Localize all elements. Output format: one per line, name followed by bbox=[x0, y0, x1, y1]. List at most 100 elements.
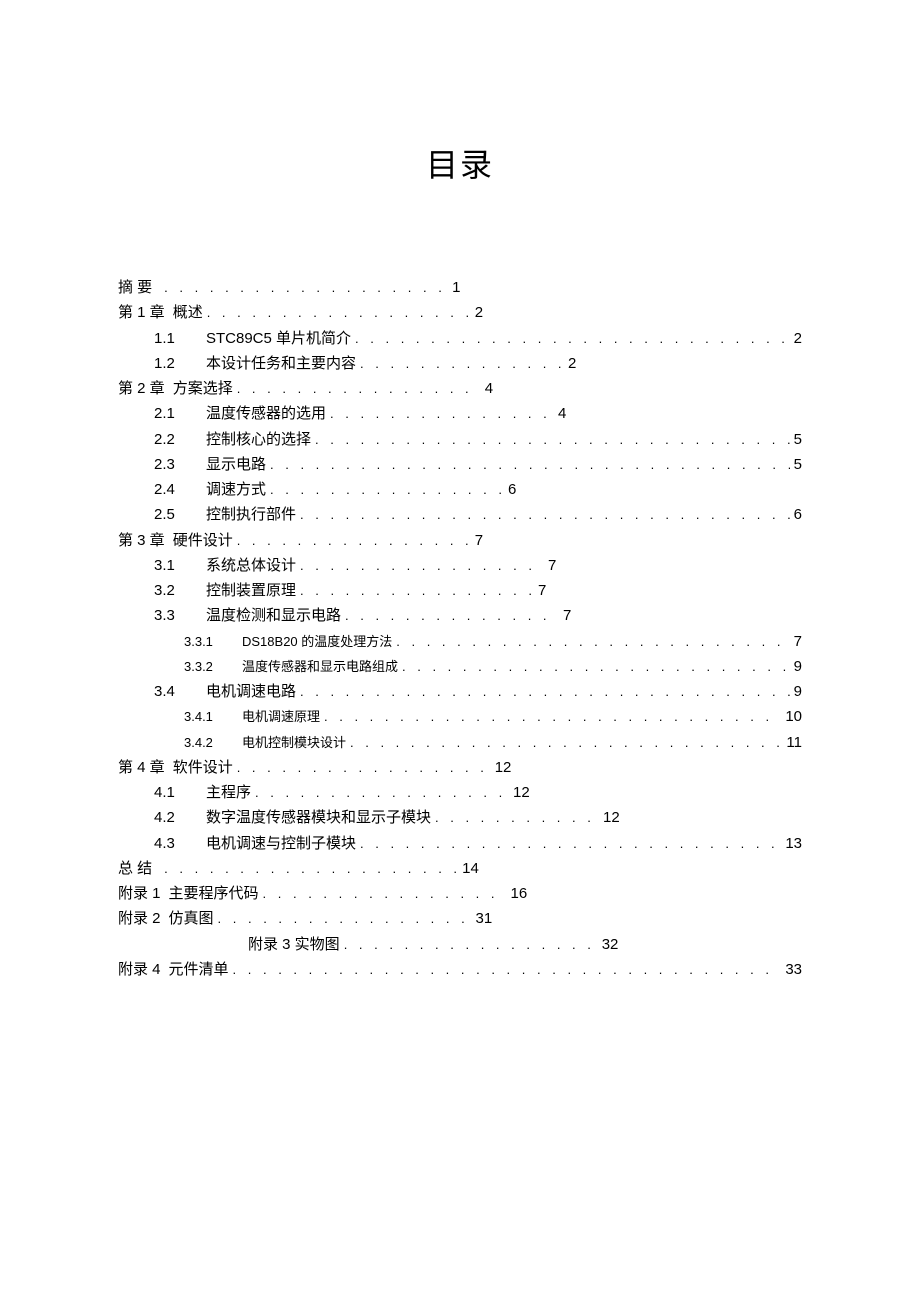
entry-label: 软件设计 bbox=[173, 756, 233, 779]
entry-number: 摘 要 bbox=[118, 276, 160, 299]
toc-entry: 附录 4元件清单 33 bbox=[118, 958, 802, 981]
entry-number: 2.1 bbox=[154, 402, 206, 425]
entry-label: 调速方式 bbox=[206, 478, 266, 501]
leader-dots bbox=[233, 531, 471, 551]
entry-page: 2 bbox=[471, 301, 483, 324]
toc-entry: 2.3显示电路5 bbox=[118, 453, 802, 476]
entry-page: 12 bbox=[491, 756, 512, 779]
toc-title: 目录 bbox=[118, 140, 802, 186]
entry-page: 5 bbox=[790, 453, 802, 476]
leader-dots bbox=[356, 834, 781, 854]
leader-dots bbox=[392, 632, 789, 652]
entry-label: 元件清单 bbox=[169, 958, 229, 981]
toc-entry: 1.2本设计任务和主要内容 2 bbox=[118, 352, 802, 375]
entry-label: 电机调速与控制子模块 bbox=[206, 832, 356, 855]
entry-page: 14 bbox=[458, 857, 479, 880]
entry-label: 控制核心的选择 bbox=[206, 428, 311, 451]
entry-page: 6 bbox=[790, 503, 802, 526]
leader-dots bbox=[431, 808, 599, 828]
entry-label: DS18B20 的温度处理方法 bbox=[242, 632, 392, 652]
leader-dots bbox=[356, 354, 564, 374]
toc-entry: 摘 要 1 bbox=[118, 276, 802, 299]
entry-number: 3.3 bbox=[154, 604, 206, 627]
toc-entry: 3.2控制装置原理 7 bbox=[118, 579, 802, 602]
toc-entry: 第 4 章软件设计12 bbox=[118, 756, 802, 779]
entry-label: 概述 bbox=[173, 301, 203, 324]
entry-number: 2.5 bbox=[154, 503, 206, 526]
entry-number: 2.2 bbox=[154, 428, 206, 451]
toc-entry: 4.3电机调速与控制子模块13 bbox=[118, 832, 802, 855]
entry-label: 电机调速电路 bbox=[206, 680, 296, 703]
entry-label: 系统总体设计 bbox=[206, 554, 296, 577]
entry-page: 2 bbox=[564, 352, 576, 375]
table-of-contents: 摘 要1第 1 章概述21.1STC89C5 单片机简介21.2本设计任务和主要… bbox=[118, 276, 802, 981]
entry-label: 温度检测和显示电路 bbox=[206, 604, 341, 627]
leader-dots bbox=[233, 758, 491, 778]
leader-dots bbox=[311, 430, 790, 450]
entry-page: 32 bbox=[598, 933, 619, 956]
toc-entry: 2.4调速方式6 bbox=[118, 478, 802, 501]
entry-label: 本设计任务和主要内容 bbox=[206, 352, 356, 375]
leader-dots bbox=[266, 455, 790, 475]
toc-entry: 4.1主程序12 bbox=[118, 781, 802, 804]
entry-page: 12 bbox=[509, 781, 530, 804]
entry-page: 2 bbox=[790, 327, 802, 350]
page: 目录 摘 要1第 1 章概述21.1STC89C5 单片机简介21.2本设计任务… bbox=[0, 0, 920, 1304]
entry-number: 3.4.1 bbox=[184, 707, 242, 727]
entry-number: 3.3.1 bbox=[184, 632, 242, 652]
toc-entry: 3.3温度检测和显示电路 7 bbox=[118, 604, 802, 627]
entry-page: 13 bbox=[781, 832, 802, 855]
entry-number: 第 3 章 bbox=[118, 529, 173, 552]
toc-entry: 3.4.1电机调速原理10 bbox=[118, 705, 802, 728]
entry-number: 总 结 bbox=[118, 857, 160, 880]
entry-page: 7 bbox=[471, 529, 483, 552]
toc-entry: 附录 3 实物图 32 bbox=[118, 933, 802, 956]
entry-label: 控制装置原理 bbox=[206, 579, 296, 602]
toc-entry: 3.3.1DS18B20 的温度处理方法 7 bbox=[118, 630, 802, 653]
entry-number: 4.2 bbox=[154, 806, 206, 829]
toc-entry: 2.1温度传感器的选用4 bbox=[118, 402, 802, 425]
entry-page: 31 bbox=[472, 907, 493, 930]
entry-page: 7 bbox=[559, 604, 571, 627]
toc-entry: 4.2数字温度传感器模块和显示子模块12 bbox=[118, 806, 802, 829]
entry-number: 1.2 bbox=[154, 352, 206, 375]
leader-dots bbox=[326, 404, 554, 424]
entry-number: 1.1 bbox=[154, 327, 206, 350]
entry-page: 33 bbox=[781, 958, 802, 981]
entry-label: 控制执行部件 bbox=[206, 503, 296, 526]
toc-entry: 1.1STC89C5 单片机简介2 bbox=[118, 327, 802, 350]
leader-dots bbox=[320, 707, 781, 727]
entry-page: 16 bbox=[507, 882, 528, 905]
entry-number: 3.4 bbox=[154, 680, 206, 703]
entry-label: 主要程序代码 bbox=[169, 882, 259, 905]
entry-number: 附录 1 bbox=[118, 882, 169, 905]
leader-dots bbox=[259, 884, 507, 904]
entry-number: 附录 2 bbox=[118, 907, 169, 930]
toc-entry: 3.1系统总体设计7 bbox=[118, 554, 802, 577]
entry-number: 3.4.2 bbox=[184, 733, 242, 753]
entry-page: 12 bbox=[599, 806, 620, 829]
entry-page: 1 bbox=[448, 276, 460, 299]
toc-entry: 2.5控制执行部件 6 bbox=[118, 503, 802, 526]
entry-page: 7 bbox=[534, 579, 546, 602]
toc-entry: 附录 2仿真图31 bbox=[118, 907, 802, 930]
entry-number: 3.2 bbox=[154, 579, 206, 602]
entry-number: 4.1 bbox=[154, 781, 206, 804]
entry-number: 2.3 bbox=[154, 453, 206, 476]
leader-dots bbox=[214, 909, 472, 929]
toc-entry: 总 结 14 bbox=[118, 857, 802, 880]
entry-label: 附录 3 实物图 bbox=[248, 933, 340, 956]
toc-entry: 3.4.2电机控制模块设计11 bbox=[118, 731, 802, 754]
toc-entry: 2.2控制核心的选择5 bbox=[118, 428, 802, 451]
leader-dots bbox=[296, 581, 534, 601]
leader-dots bbox=[203, 303, 471, 323]
leader-dots bbox=[296, 682, 790, 702]
toc-entry: 第 3 章硬件设计7 bbox=[118, 529, 802, 552]
leader-dots bbox=[341, 606, 559, 626]
entry-number: 附录 4 bbox=[118, 958, 169, 981]
entry-page: 4 bbox=[554, 402, 566, 425]
leader-dots bbox=[340, 935, 598, 955]
toc-entry: 第 1 章概述2 bbox=[118, 301, 802, 324]
entry-page: 7 bbox=[790, 630, 802, 653]
leader-dots bbox=[346, 733, 782, 753]
